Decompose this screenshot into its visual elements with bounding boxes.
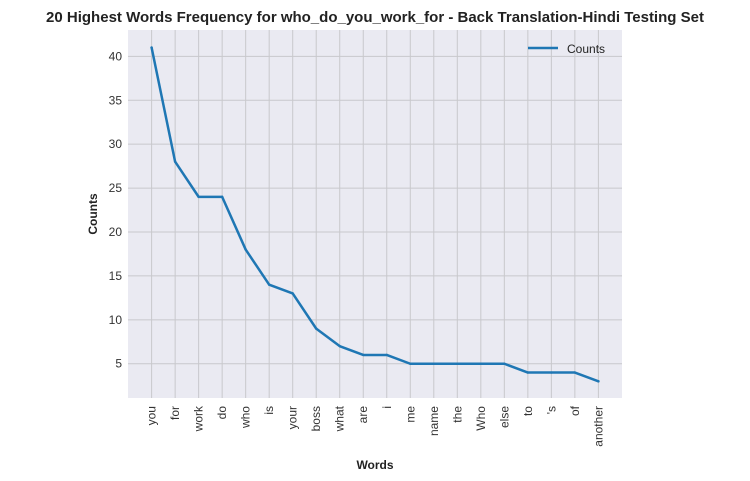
data-point-s-17 [550,371,553,374]
plot-area [128,30,622,398]
data-point-to-16 [526,371,530,374]
y-tick-label-10: 10 [109,313,123,327]
data-point-else-15 [503,362,506,365]
legend: Counts [528,42,605,56]
data-point-do-3 [220,195,224,199]
x-tick-label-1: for [168,406,182,420]
data-point-work-2 [197,195,200,199]
data-point-boss-7 [315,327,318,330]
data-point-what-8 [338,344,341,348]
y-tick-label-25: 25 [109,181,123,195]
y-tick-label-5: 5 [115,357,122,371]
y-tick-label-15: 15 [109,269,123,283]
x-tick-label-8: what [333,405,347,432]
data-point-are-9 [362,353,365,357]
x-tick-label-10: i [380,406,394,409]
x-tick-label-9: are [356,406,370,424]
x-tick-label-5: is [262,406,276,415]
x-tick-label-12: name [427,406,441,436]
data-point-who-4 [244,248,247,251]
x-axis-label: Words [356,458,393,472]
y-axis-label: Counts [86,193,100,235]
x-tick-label-19: another [591,406,605,447]
data-point-the-13 [456,362,459,365]
series-group [150,46,600,383]
data-point-name-12 [432,362,435,365]
x-tick-label-6: your [286,406,300,429]
data-point-is-5 [267,283,271,286]
data-point-Who-14 [479,362,483,365]
data-point-me-11 [409,362,412,365]
y-tick-label-35: 35 [109,93,123,107]
data-point-of-18 [573,371,577,374]
series-line-0 [150,46,600,383]
y-axis-ticks: 5 10 15 20 25 30 35 40 [109,49,123,370]
x-tick-label-2: work [192,405,206,432]
x-tick-label-11: me [403,406,417,423]
data-point-another-19 [597,380,600,383]
x-axis-ticks: you for work do who is your boss what are i me name t… [145,405,606,447]
y-tick-label-40: 40 [109,49,123,63]
x-tick-label-14: Who [474,406,488,431]
y-tick-label-30: 30 [109,137,123,151]
y-tick-label-20: 20 [109,225,123,239]
x-tick-label-4: who [239,406,253,429]
chart-title: 20 Highest Words Frequency for who_do_yo… [46,9,704,26]
data-point-you-0 [150,46,153,49]
data-point-your-6 [291,292,294,295]
data-point-i-10 [385,353,388,357]
x-tick-label-13: the [450,406,464,423]
x-tick-label-16: to [521,406,535,416]
x-tick-label-0: you [145,406,159,425]
x-tick-label-3: do [215,406,229,420]
x-tick-label-7: boss [309,406,323,431]
x-tick-label-15: else [497,406,511,428]
legend-label-counts: Counts [567,42,605,56]
x-tick-label-17: 's [544,406,558,414]
grid-lines [128,30,622,398]
data-point-for-1 [173,160,177,163]
x-tick-label-18: of [568,405,582,416]
